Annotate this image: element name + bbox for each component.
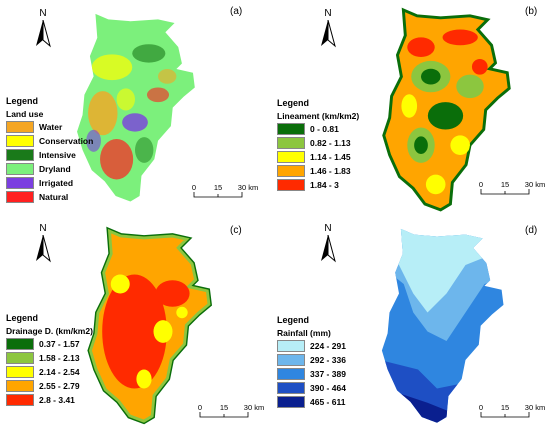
legend-item: 2.14 - 2.54 <box>6 366 93 378</box>
lineament-map <box>382 7 511 212</box>
legend-item: 1.14 - 1.45 <box>277 151 359 163</box>
legend-swatch <box>277 137 305 149</box>
panel-a-land-use: N (a) Legend Land use Water Conservation… <box>0 0 275 214</box>
legend-item: 292 - 336 <box>277 354 346 366</box>
legend-subtitle: Lineament (km/km2) <box>277 111 360 121</box>
panel-c-drainage-density: N (c) Legend Drainage D. (km/km2) 0.37 -… <box>0 215 275 429</box>
legend-swatch <box>6 380 34 392</box>
legend-item: 2.8 - 3.41 <box>6 394 93 406</box>
scale-bar: 0 15 30 km <box>475 180 550 202</box>
legend-item: 2.55 - 2.79 <box>6 380 93 392</box>
legend-item: Conservation <box>6 135 93 147</box>
legend-item: 224 - 291 <box>277 340 346 352</box>
north-arrow: N <box>317 8 339 48</box>
scale-bar-line <box>199 412 249 418</box>
legend-swatch <box>277 340 305 352</box>
legend-swatch <box>6 366 34 378</box>
scale-tick: 0 <box>191 183 197 192</box>
legend-item: 0 - 0.81 <box>277 123 359 135</box>
legend-swatch <box>6 121 34 133</box>
scale-bar-line <box>480 412 530 418</box>
scale-bar: 0 15 30 km <box>194 403 275 425</box>
north-arrow-icon <box>36 20 51 48</box>
legend-item: Natural <box>6 191 93 203</box>
legend-item: 465 - 611 <box>277 396 346 408</box>
legend-item: Irrigated <box>6 177 93 189</box>
legend-swatch <box>6 352 34 364</box>
scale-tick: 0 <box>478 403 484 412</box>
legend-swatch <box>277 368 305 380</box>
scale-bar-line <box>193 192 243 198</box>
north-arrow: N <box>32 8 54 48</box>
panel-label: (c) <box>230 225 242 236</box>
scale-tick: 30 km <box>243 403 265 412</box>
legend-swatch <box>6 338 34 350</box>
legend-item: 1.58 - 2.13 <box>6 352 93 364</box>
legend-subtitle: Rainfall (mm) <box>277 328 331 338</box>
legend-item: 1.84 - 3 <box>277 179 359 191</box>
scale-tick: 15 <box>219 403 229 412</box>
drainage-density-map <box>87 226 213 425</box>
legend-item: 337 - 389 <box>277 368 346 380</box>
legend-swatch <box>277 151 305 163</box>
rainfall-map <box>381 228 504 423</box>
legend: Legend Rainfall (mm) 224 - 291 292 - 336… <box>277 315 346 410</box>
legend: Legend Lineament (km/km2) 0 - 0.81 0.82 … <box>277 98 359 193</box>
legend-item: Intensive <box>6 149 93 161</box>
panel-b-lineament: N (b) Legend Lineament (km/km2) 0 - 0.81… <box>275 0 550 214</box>
scale-tick: 0 <box>478 180 484 189</box>
legend-swatch <box>277 354 305 366</box>
scale-tick: 30 km <box>524 180 546 189</box>
legend-title: Legend <box>6 313 39 323</box>
scale-tick: 0 <box>197 403 203 412</box>
legend-swatch <box>6 135 34 147</box>
legend-swatch <box>277 165 305 177</box>
scale-tick: 15 <box>213 183 223 192</box>
legend-subtitle: Drainage D. (km/km2) <box>6 326 93 336</box>
legend-swatch <box>6 394 34 406</box>
scale-tick: 15 <box>500 180 510 189</box>
scale-tick: 30 km <box>524 403 546 412</box>
scale-bar: 0 15 30 km <box>188 183 275 205</box>
legend-item: 390 - 464 <box>277 382 346 394</box>
legend: Legend Land use Water Conservation Inten… <box>6 96 93 205</box>
legend-item: 1.46 - 1.83 <box>277 165 359 177</box>
legend-title: Legend <box>6 96 39 106</box>
legend-item: 0.82 - 1.13 <box>277 137 359 149</box>
north-arrow-icon <box>321 20 336 48</box>
scale-tick: 30 km <box>237 183 259 192</box>
panel-label: (d) <box>525 225 538 236</box>
legend-item: Dryland <box>6 163 93 175</box>
legend-subtitle: Land use <box>6 109 44 119</box>
legend-swatch <box>277 179 305 191</box>
legend-swatch <box>6 163 34 175</box>
legend-swatch <box>6 177 34 189</box>
legend-swatch <box>6 191 34 203</box>
legend-swatch <box>6 149 34 161</box>
north-arrow: N <box>317 223 339 263</box>
panel-label: (a) <box>230 6 243 17</box>
north-arrow-icon <box>36 235 51 263</box>
scale-bar-line <box>480 189 530 195</box>
north-arrow: N <box>32 223 54 263</box>
legend-swatch <box>277 396 305 408</box>
legend-swatch <box>277 123 305 135</box>
scale-bar: 0 15 30 km <box>475 403 550 425</box>
legend-item: 0.37 - 1.57 <box>6 338 93 350</box>
legend-title: Legend <box>277 98 310 108</box>
legend-title: Legend <box>277 315 310 325</box>
legend-swatch <box>277 382 305 394</box>
panel-label: (b) <box>525 6 538 17</box>
north-arrow-icon <box>321 235 336 263</box>
legend: Legend Drainage D. (km/km2) 0.37 - 1.57 … <box>6 313 93 408</box>
panel-d-rainfall: N (d) Legend Rainfall (mm) 224 - 291 292… <box>275 215 550 429</box>
scale-tick: 15 <box>500 403 510 412</box>
land-use-map <box>77 13 195 202</box>
legend-item: Water <box>6 121 93 133</box>
